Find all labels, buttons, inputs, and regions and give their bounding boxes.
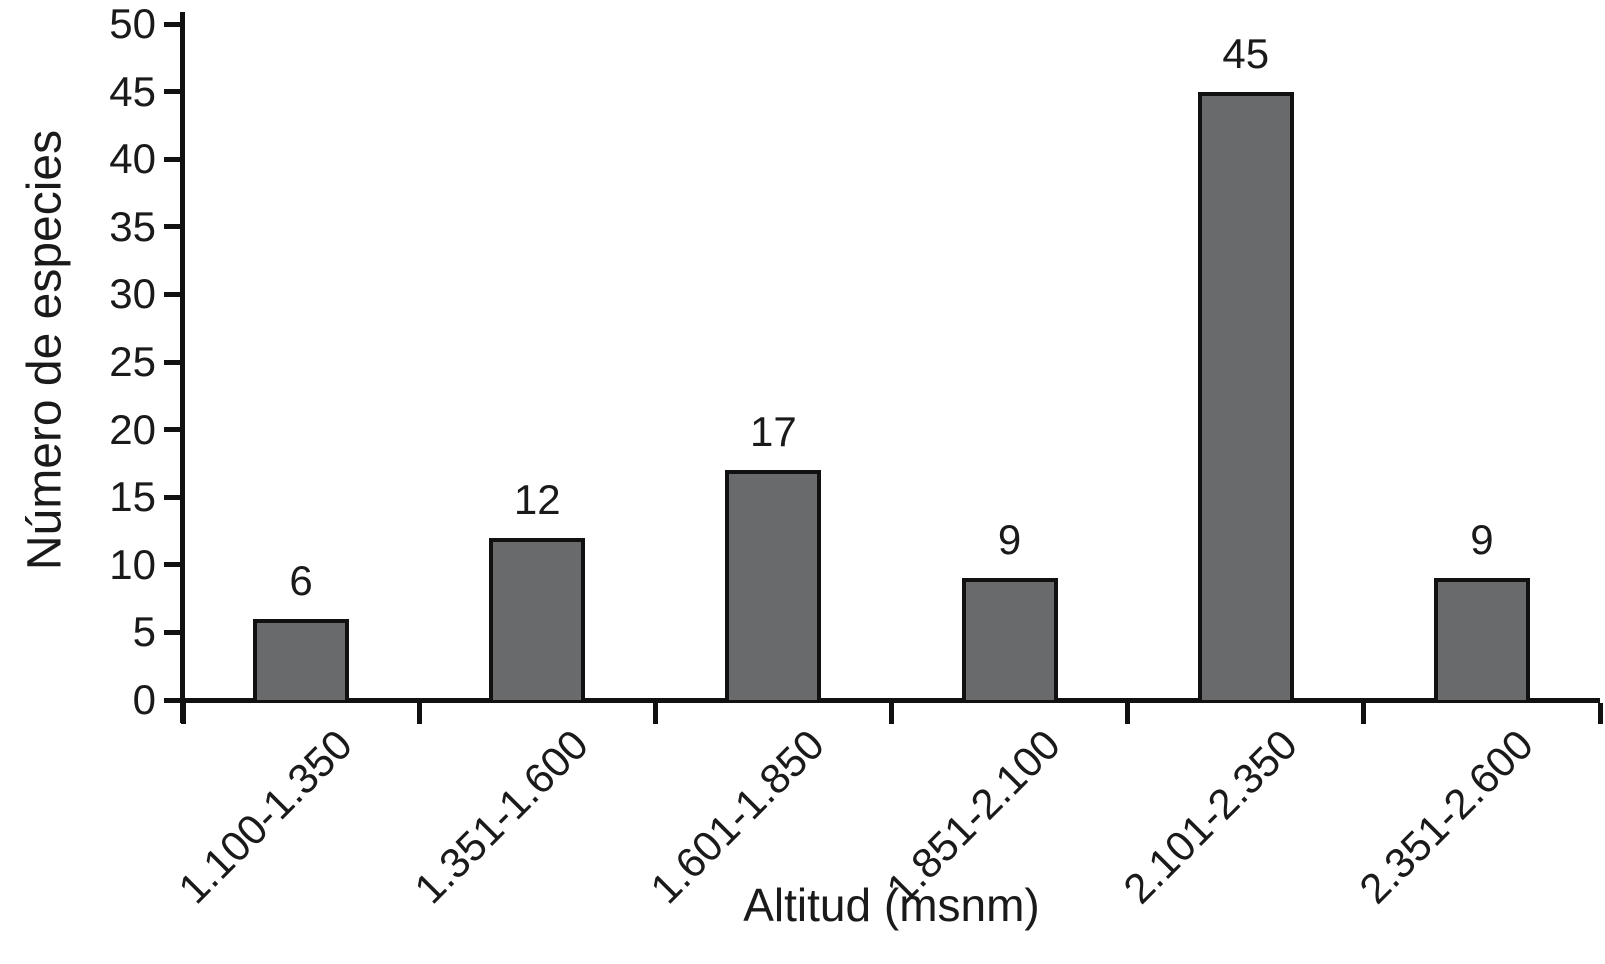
y-axis-tick xyxy=(164,697,183,703)
bar xyxy=(961,578,1058,700)
y-axis-tick xyxy=(164,21,183,27)
y-axis-tick-label: 15 xyxy=(109,473,156,521)
x-axis-tick xyxy=(416,703,422,724)
y-axis-tick-label: 30 xyxy=(109,270,156,318)
bar xyxy=(1197,91,1294,700)
y-axis-tick-label: 10 xyxy=(109,540,156,588)
x-axis-tick xyxy=(652,703,658,724)
y-axis-tick xyxy=(164,291,183,297)
x-axis-tick xyxy=(1597,703,1603,724)
y-axis-tick-label: 0 xyxy=(132,676,156,723)
y-axis-tick xyxy=(164,359,183,365)
y-axis-tick xyxy=(164,156,183,162)
bar-value-label: 45 xyxy=(1222,29,1270,77)
bar-value-label: 9 xyxy=(1470,516,1494,564)
bar xyxy=(253,618,350,700)
bar-value-label: 9 xyxy=(997,516,1022,564)
y-axis-tick xyxy=(164,494,183,500)
y-axis-tick-label: 25 xyxy=(109,338,156,385)
x-axis-tick xyxy=(180,703,186,724)
bar xyxy=(725,470,822,700)
y-axis-tick-label: 20 xyxy=(109,405,156,453)
x-axis-title: Altitud (msnm) xyxy=(743,879,1040,931)
x-axis-line xyxy=(180,698,1600,703)
y-axis-tick-label: 50 xyxy=(109,0,156,47)
y-axis-tick-label: 40 xyxy=(109,135,156,183)
bar-value-label: 12 xyxy=(513,475,561,523)
y-axis-tick-label: 35 xyxy=(109,202,156,250)
y-axis-tick-label: 5 xyxy=(132,608,156,656)
bar xyxy=(1433,578,1530,700)
y-axis-tick xyxy=(164,427,183,433)
y-axis-tick-label: 45 xyxy=(109,67,156,115)
y-axis-tick xyxy=(164,562,183,568)
y-axis-tick xyxy=(164,89,183,95)
x-axis-tick xyxy=(889,703,894,724)
y-axis-tick xyxy=(164,224,183,230)
y-axis-line xyxy=(180,12,185,723)
x-axis-tick xyxy=(1361,703,1367,724)
bar-value-label: 6 xyxy=(289,556,313,604)
y-axis-tick xyxy=(164,629,183,635)
bar-value-label: 17 xyxy=(750,408,797,456)
x-axis-tick xyxy=(1125,703,1131,724)
bar xyxy=(489,537,586,700)
